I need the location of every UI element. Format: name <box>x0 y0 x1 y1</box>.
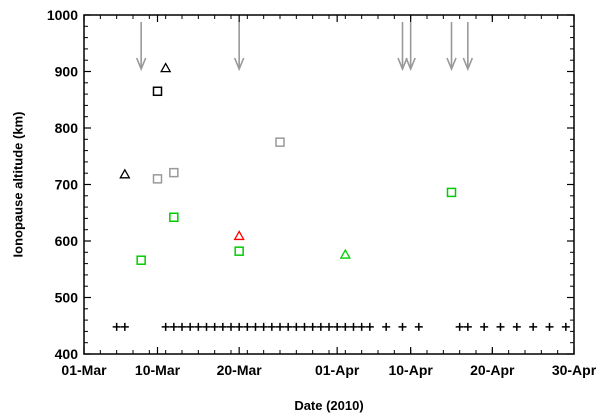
plus-marker <box>169 322 178 331</box>
y-tick-label: 500 <box>55 290 79 306</box>
event-arrow <box>462 22 474 72</box>
x-tick-label: 20-Apr <box>470 362 515 378</box>
y-tick-label: 800 <box>55 120 79 136</box>
plus-marker <box>243 322 252 331</box>
plus-marker <box>357 322 366 331</box>
square-marker <box>234 246 244 256</box>
event-arrow-head <box>405 57 416 72</box>
plus-marker <box>194 322 203 331</box>
square-marker <box>446 187 457 198</box>
square-marker <box>169 167 179 178</box>
x-tick-label: 01-Apr <box>315 362 360 378</box>
plus-marker <box>112 322 121 331</box>
x-tick-labels: 01-Mar 10-Mar 20-Mar 01-Apr 10-Apr 20-Apr 30-A… <box>61 362 596 378</box>
plus-marker <box>496 322 505 331</box>
y-axis-title: Ionopause altitude (km) <box>10 112 25 258</box>
plus-marker <box>218 322 227 331</box>
plus-marker <box>480 322 489 331</box>
event-arrow <box>135 22 147 72</box>
square-marker <box>136 255 146 265</box>
y-tick-label: 700 <box>55 177 79 193</box>
y-tick-label: 400 <box>55 346 79 362</box>
event-arrow <box>397 22 408 72</box>
square-marker <box>152 174 163 184</box>
plus-marker <box>276 322 284 331</box>
plus-marker <box>259 322 268 331</box>
y-tick-label: 600 <box>55 233 79 249</box>
plus-marker <box>463 322 472 331</box>
plus-marker <box>341 322 350 331</box>
plus-marker <box>210 322 219 331</box>
plus-marker <box>325 322 333 331</box>
x-tick-label: 10-Apr <box>388 362 433 378</box>
plus-marker <box>178 322 186 331</box>
plus-marker <box>284 322 293 331</box>
plot-area-frame <box>83 14 575 355</box>
event-arrow-head <box>233 57 245 72</box>
plus-marker <box>251 322 260 331</box>
event-arrow <box>233 22 245 72</box>
triangle-marker <box>339 248 351 259</box>
x-tick-label: 20-Mar <box>217 362 263 378</box>
plus-marker <box>365 322 374 331</box>
x-tick-label: 10-Mar <box>135 362 181 378</box>
event-arrow-head <box>462 57 474 72</box>
y-tick-label: 1000 <box>47 7 78 23</box>
square-marker <box>275 137 285 147</box>
axis-ticks <box>83 14 575 355</box>
triangle-marker <box>160 62 172 73</box>
data-markers <box>112 62 570 331</box>
plus-marker <box>235 322 244 331</box>
plus-marker <box>455 322 464 331</box>
square-marker <box>152 86 163 97</box>
x-axis-title: Date (2010) <box>294 398 363 413</box>
plus-marker <box>161 322 170 331</box>
triangle-marker <box>119 168 131 179</box>
plus-marker <box>300 322 309 331</box>
plus-marker <box>414 322 423 331</box>
event-arrow-head <box>446 57 457 72</box>
event-arrow-head <box>135 57 147 72</box>
plus-marker <box>398 322 407 331</box>
event-arrow <box>446 22 457 72</box>
event-arrows <box>135 22 474 72</box>
plus-marker <box>529 322 538 331</box>
plus-marker <box>349 322 358 331</box>
plus-marker <box>202 322 211 331</box>
x-tick-label: 01-Mar <box>61 362 107 378</box>
square-marker <box>169 212 179 223</box>
triangle-marker <box>233 230 245 241</box>
y-tick-label: 900 <box>55 64 79 80</box>
plus-marker <box>227 322 235 331</box>
y-tick-labels: 400 500 600 700 800 900 1000 <box>47 7 78 362</box>
plus-marker <box>267 322 276 331</box>
plus-marker <box>561 322 570 331</box>
plus-marker <box>316 322 325 331</box>
plus-marker <box>333 322 342 331</box>
plus-marker <box>308 322 317 331</box>
x-tick-label: 30-Apr <box>552 362 597 378</box>
plus-marker <box>382 322 391 331</box>
plus-marker <box>512 322 521 331</box>
plus-marker <box>545 322 554 331</box>
plus-marker <box>120 322 129 331</box>
event-arrow <box>405 22 416 72</box>
plus-marker <box>292 322 301 331</box>
plus-marker <box>186 322 195 331</box>
event-arrow-head <box>397 57 408 72</box>
